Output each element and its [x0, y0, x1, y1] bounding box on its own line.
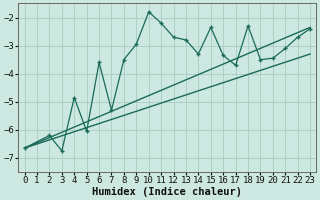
- X-axis label: Humidex (Indice chaleur): Humidex (Indice chaleur): [92, 186, 242, 197]
